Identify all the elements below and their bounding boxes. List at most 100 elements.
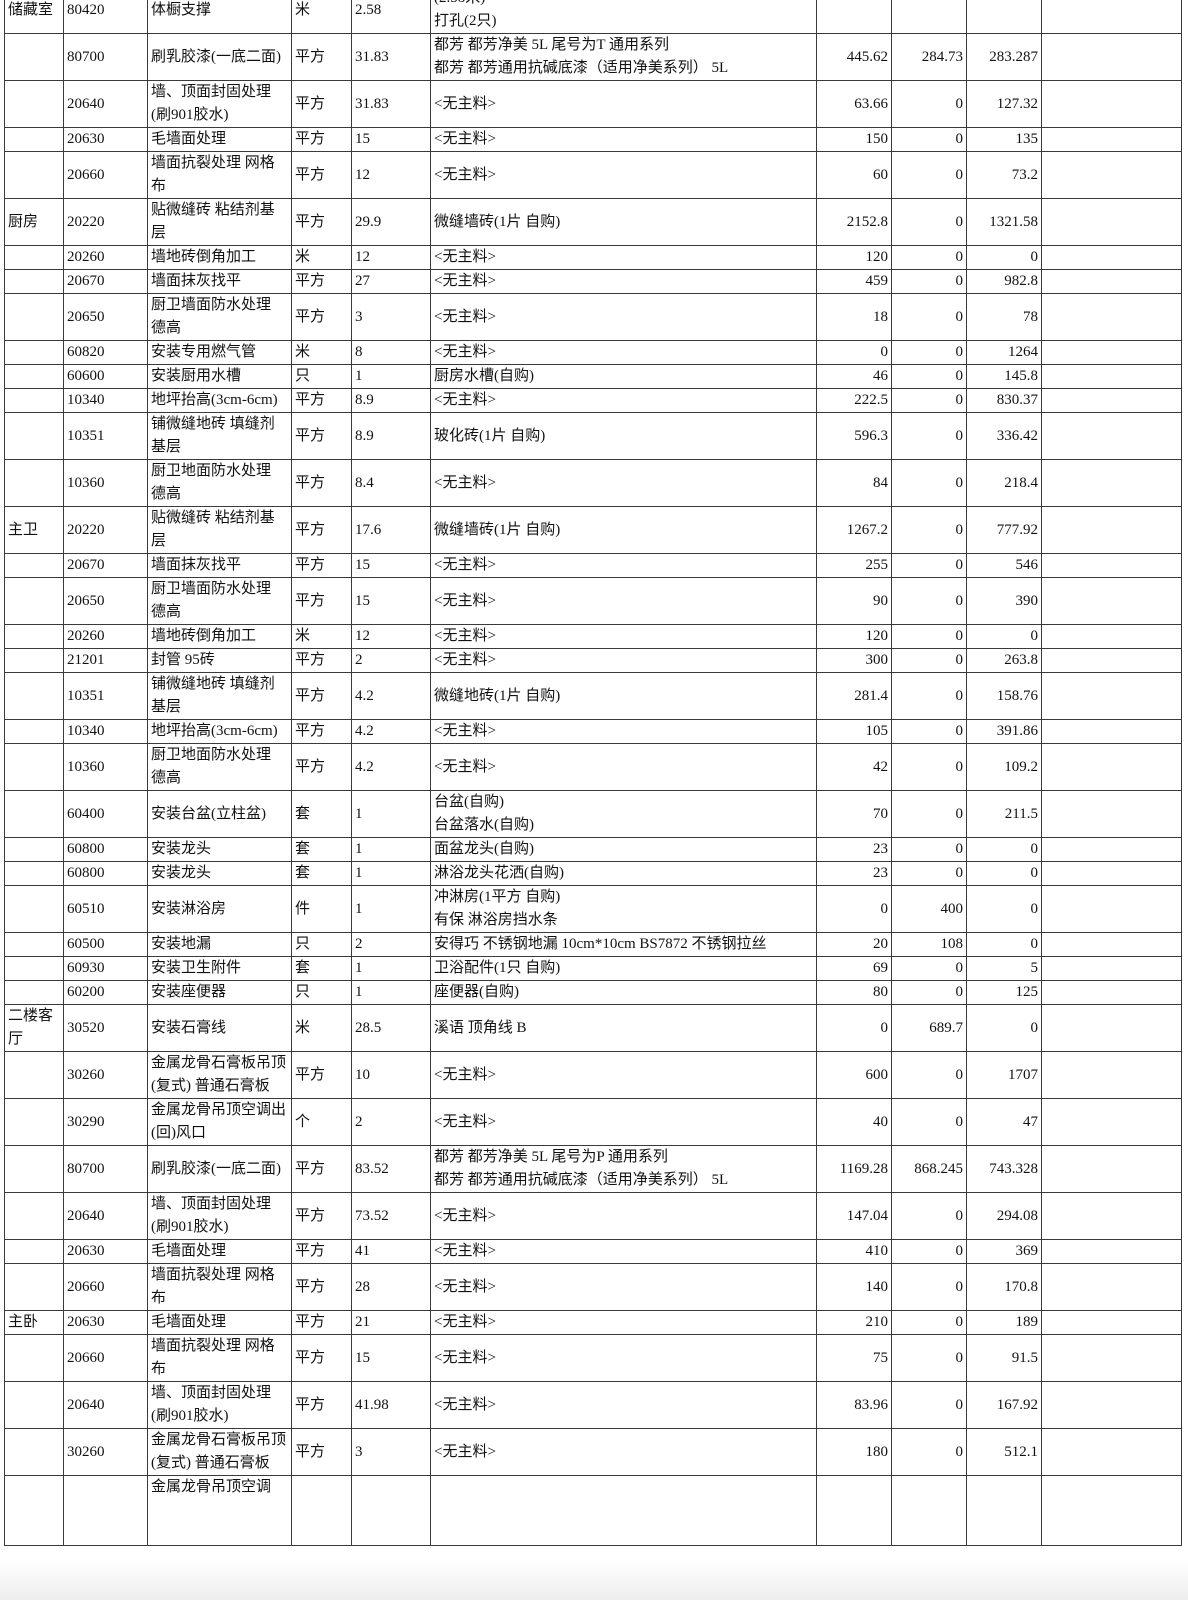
room-cell: 主卫	[4, 506, 64, 554]
room-cell	[4, 837, 64, 862]
item-code-cell: 30260	[63, 1051, 148, 1099]
material-cell: 厨房水槽(自购)	[430, 364, 817, 389]
quantity-cell: 8.4	[351, 459, 431, 507]
item-code-cell: 10340	[63, 388, 148, 413]
item-code-cell: 10351	[63, 412, 148, 460]
unit-cell: 个	[291, 1098, 352, 1146]
table-row: 20630 毛墙面处理 平方 41 <无主料> 410 0 369	[4, 1239, 1182, 1264]
material-cost-cell: 0	[891, 340, 967, 365]
item-code-cell: 20670	[63, 269, 148, 294]
aux-cost-cell: 78	[966, 293, 1042, 341]
room-cell	[4, 790, 64, 838]
blank-cell	[1041, 459, 1182, 507]
quantity-cell: 2	[351, 648, 431, 673]
item-code-cell: 60820	[63, 340, 148, 365]
quantity-cell: 2	[351, 1098, 431, 1146]
aux-cost-cell: 830.37	[966, 388, 1042, 413]
item-code-cell: 10360	[63, 743, 148, 791]
table-row: 10351 铺微缝地砖 填缝剂基层 平方 4.2 微缝地砖(1片 自购) 281.4 0 15…	[4, 672, 1182, 720]
labor-cost-cell: 75	[816, 1334, 892, 1382]
unit-cell: 只	[291, 980, 352, 1005]
table-row: 10360 厨卫地面防水处理 德高 平方 8.4 <无主料> 84 0 218.4	[4, 459, 1182, 507]
item-code-cell: 10351	[63, 672, 148, 720]
material-cost-cell: 0	[891, 1381, 967, 1429]
material-cell: <无主料>	[430, 553, 817, 578]
item-code-cell: 20650	[63, 293, 148, 341]
quantity-cell: 28.5	[351, 1004, 431, 1052]
material-cell: 台盆(自购) 台盆落水(自购)	[430, 790, 817, 838]
material-cell: <无主料>	[430, 719, 817, 744]
labor-cost-cell: 0	[816, 1004, 892, 1052]
unit-cell: 平方	[291, 1381, 352, 1429]
quantity-cell: 10	[351, 1051, 431, 1099]
blank-cell	[1041, 151, 1182, 199]
item-code-cell: 20660	[63, 1263, 148, 1311]
material-cell: <无主料>	[430, 1192, 817, 1240]
table-row: 20260 墙地砖倒角加工米 12 <无主料> 120 0 0	[4, 245, 1182, 270]
blank-cell	[1041, 932, 1182, 957]
labor-cost-cell: 210	[816, 1310, 892, 1335]
labor-cost-cell: 600	[816, 1051, 892, 1099]
item-name-cell: 墙地砖倒角加工	[147, 245, 292, 270]
room-cell	[4, 624, 64, 649]
material-cell: <无主料>	[430, 293, 817, 341]
item-code-cell	[63, 1475, 148, 1546]
room-cell	[4, 956, 64, 981]
material-cost-cell: 689.7	[891, 1004, 967, 1052]
unit-cell: 套	[291, 837, 352, 862]
labor-cost-cell: 222.5	[816, 388, 892, 413]
item-code-cell: 20630	[63, 1239, 148, 1264]
item-name-cell: 地坪抬高(3cm-6cm)	[147, 719, 292, 744]
material-cell: <无主料>	[430, 1334, 817, 1382]
table-row: 20640 墙、顶面封固处理(刷901胶水) 平方 41.98 <无主料> 83.96 0 1…	[4, 1381, 1182, 1429]
labor-cost-cell: 90	[816, 577, 892, 625]
material-cost-cell: 0	[891, 648, 967, 673]
material-cell: <无主料>	[430, 743, 817, 791]
blank-cell	[1041, 340, 1182, 365]
item-code-cell: 60500	[63, 932, 148, 957]
room-cell	[4, 293, 64, 341]
material-cost-cell: 0	[891, 1310, 967, 1335]
quantity-cell: 31.83	[351, 80, 431, 128]
material-cell: 微缝墙砖(1片 自购)	[430, 198, 817, 246]
material-cell: <无主料>	[430, 269, 817, 294]
material-cost-cell: 0	[891, 577, 967, 625]
aux-cost-cell: 109.2	[966, 743, 1042, 791]
material-cell: <无主料>	[430, 1310, 817, 1335]
material-cell: 玻化砖(1片 自购)	[430, 412, 817, 460]
material-cost-cell: 284.73	[891, 33, 967, 81]
blank-cell	[1041, 1475, 1182, 1546]
table-row: 20640 墙、顶面封固处理(刷901胶水) 平方 31.83 <无主料> 63.66 0 1…	[4, 80, 1182, 128]
unit-cell: 米	[291, 245, 352, 270]
labor-cost-cell: 46	[816, 364, 892, 389]
room-cell	[4, 151, 64, 199]
item-name-cell: 安装台盆(立柱盆)	[147, 790, 292, 838]
table-row: 20660 墙面抗裂处理 网格布 平方 15 <无主料> 75 0 91.5	[4, 1334, 1182, 1382]
labor-cost-cell: 410	[816, 1239, 892, 1264]
blank-cell	[1041, 198, 1182, 246]
labor-cost-cell: 140	[816, 1263, 892, 1311]
aux-cost-cell: 47	[966, 1098, 1042, 1146]
quantity-cell: 31.83	[351, 33, 431, 81]
aux-cost-cell: 167.92	[966, 1381, 1042, 1429]
quantity-cell: 4.2	[351, 672, 431, 720]
material-cell: <无主料>	[430, 648, 817, 673]
aux-cost-cell: 982.8	[966, 269, 1042, 294]
item-code-cell: 20650	[63, 577, 148, 625]
room-cell	[4, 412, 64, 460]
material-cell: <无主料>	[430, 1098, 817, 1146]
item-name-cell: 安装厨用水槽	[147, 364, 292, 389]
table-row: 60200 安装座便器只 1 座便器(自购) 80 0 125	[4, 980, 1182, 1005]
item-code-cell: 21201	[63, 648, 148, 673]
material-cell: <无主料>	[430, 340, 817, 365]
aux-cost-cell: 1707	[966, 1051, 1042, 1099]
unit-cell: 只	[291, 932, 352, 957]
table-row: 60820 安装专用燃气管米 8 <无主料> 0 0 1264	[4, 340, 1182, 365]
unit-cell: 平方	[291, 1239, 352, 1264]
material-cell: 微缝地砖(1片 自购)	[430, 672, 817, 720]
table-row: 30260 金属龙骨石膏板吊顶(复式) 普通石膏板 平方 10 <无主料> 600 0 170…	[4, 1051, 1182, 1099]
material-cell: <无主料>	[430, 1239, 817, 1264]
room-cell: 储藏室	[4, 0, 64, 34]
unit-cell: 平方	[291, 127, 352, 152]
